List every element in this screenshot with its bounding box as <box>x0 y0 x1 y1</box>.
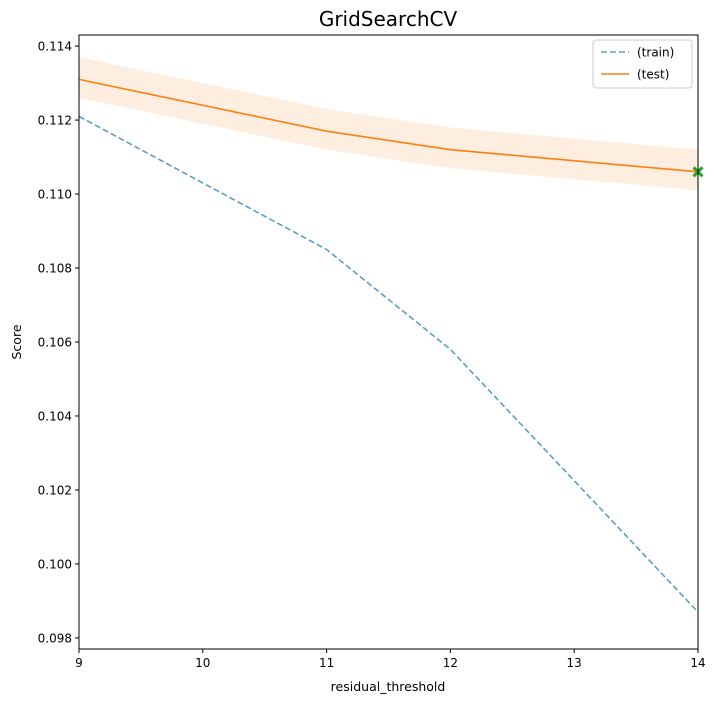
y-tick-label: 0.114 <box>38 40 72 54</box>
legend-item-train: (train) <box>601 46 674 60</box>
y-tick-label: 0.108 <box>38 262 72 276</box>
legend-item-test: (test) <box>601 68 669 82</box>
x-tick-label: 9 <box>75 656 83 670</box>
y-tick-label: 0.100 <box>38 557 72 571</box>
x-tick-label: 10 <box>195 656 210 670</box>
test-series-line <box>78 78 699 173</box>
legend-label: (test) <box>637 68 669 82</box>
train-series-line <box>78 115 699 613</box>
legend-box <box>592 39 693 89</box>
y-tick-label: 0.104 <box>38 409 72 423</box>
legend-label: (train) <box>637 46 674 60</box>
x-tick-label: 13 <box>567 656 582 670</box>
y-tick-label: 0.106 <box>38 336 72 350</box>
x-tick-label: 11 <box>319 656 334 670</box>
axes: 9 10 11 12 13 14 0.098 0.100 0.102 0.104 0.106 0.10… <box>38 34 706 670</box>
x-tick-label: 12 <box>443 656 458 670</box>
y-tick-label: 0.110 <box>38 188 72 202</box>
x-axis-title: residual_threshold <box>331 679 446 694</box>
legend: (train) (test) <box>592 39 693 89</box>
test-confidence-band <box>79 57 698 191</box>
x-tick-label: 14 <box>690 656 705 670</box>
y-tick-label: 0.102 <box>38 483 72 497</box>
chart-title: GridSearchCV <box>319 7 458 31</box>
plot-area <box>78 57 704 613</box>
y-tick-label: 0.098 <box>38 631 72 645</box>
y-axis-title: Score <box>9 324 24 359</box>
y-tick-label: 0.112 <box>38 114 72 128</box>
